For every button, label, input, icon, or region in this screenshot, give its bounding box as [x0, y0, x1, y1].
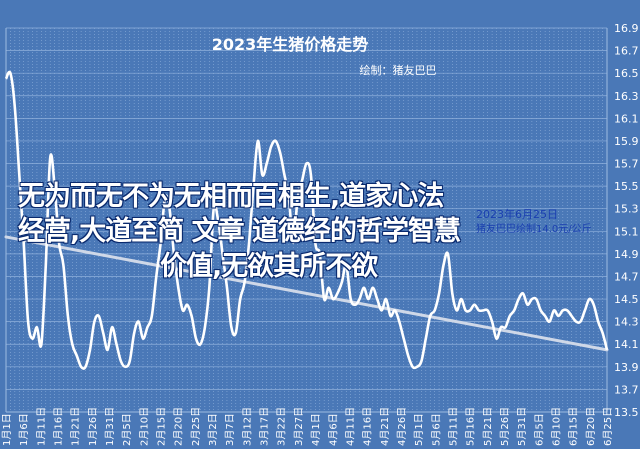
y-tick-label: 13.9	[614, 361, 639, 374]
x-tick-label: 1月11日	[35, 407, 47, 446]
x-tick-label: 5月31日	[516, 407, 528, 446]
y-tick-label: 16.5	[614, 67, 639, 80]
x-tick-label: 1月6日	[18, 413, 30, 446]
overlay-small-caption: 猪友巴巴绘制14.0元/公斤	[476, 224, 592, 235]
y-tick-label: 15.5	[614, 180, 639, 193]
y-tick-label: 13.7	[614, 383, 639, 396]
x-tick-label: 6月25日	[602, 407, 614, 446]
x-tick-label: 6月10日	[550, 407, 562, 446]
x-tick-label: 6月20日	[585, 407, 597, 446]
x-tick-label: 3月2日	[207, 413, 219, 446]
y-tick-label: 16.7	[614, 45, 639, 58]
y-tick-label: 15.3	[614, 203, 639, 216]
y-tick-label: 14.3	[614, 316, 639, 329]
y-tick-label: 14.5	[614, 293, 639, 306]
x-tick-label: 4月6日	[327, 413, 339, 446]
x-tick-label: 1月26日	[87, 407, 99, 446]
x-tick-label: 5月21日	[482, 407, 494, 446]
y-tick-label: 16.1	[614, 112, 639, 125]
x-tick-label: 2月10日	[138, 407, 150, 446]
x-tick-label: 3月12日	[241, 407, 253, 446]
x-tick-label: 2月25日	[190, 407, 202, 446]
overlay-text-line-2: 经营,大道至简 文章 道德经的哲学智慧	[18, 216, 461, 247]
overlay-text-line-3: 价值,无欲其所不欲	[160, 251, 378, 282]
y-tick-label: 16.9	[614, 22, 639, 35]
x-tick-label: 1月1日	[1, 413, 13, 446]
y-tick-label: 15.7	[614, 158, 639, 171]
x-tick-label: 1月31日	[104, 407, 116, 446]
x-tick-label: 5月11日	[447, 407, 459, 446]
y-tick-label: 14.7	[614, 270, 639, 283]
x-tick-label: 3月27日	[293, 407, 305, 446]
x-tick-label: 2月20日	[173, 407, 185, 446]
x-tick-label: 4月26日	[396, 407, 408, 446]
x-tick-label: 2月5日	[121, 413, 133, 446]
chart-title: 2023年生猪价格走势	[212, 35, 369, 54]
overlay-text-line-1: 无为而无不为无相而百相生,道家心法	[18, 181, 444, 212]
x-tick-label: 4月21日	[379, 407, 391, 446]
price-series-line	[4, 70, 609, 370]
x-tick-label: 5月16日	[465, 407, 477, 446]
x-tick-label: 4月11日	[344, 407, 356, 446]
x-tick-label: 4月16日	[362, 407, 374, 446]
x-tick-label: 6月5日	[533, 413, 545, 446]
x-tick-label: 2月15日	[156, 407, 168, 446]
y-tick-label: 14.1	[614, 338, 639, 351]
y-tick-label: 16.3	[614, 90, 639, 103]
x-tick-label: 5月6日	[430, 413, 442, 446]
overlay-date-caption: 2023年6月25日	[476, 208, 558, 221]
x-tick-label: 5月1日	[413, 413, 425, 446]
x-tick-label: 3月17日	[259, 407, 271, 446]
x-tick-label: 3月22日	[276, 407, 288, 446]
trend-line	[4, 235, 609, 352]
x-tick-label: 3月7日	[224, 413, 236, 446]
y-tick-label: 15.9	[614, 135, 639, 148]
x-tick-label: 5月26日	[499, 407, 511, 446]
y-tick-label: 14.9	[614, 248, 639, 261]
x-tick-label: 6月15日	[568, 407, 580, 446]
x-tick-label: 1月16日	[53, 407, 65, 446]
x-tick-label: 4月1日	[310, 413, 322, 446]
chart-subtitle: 绘制：猪友巴巴	[360, 63, 437, 77]
y-tick-label: 13.5	[614, 406, 639, 419]
y-tick-label: 15.1	[614, 225, 639, 238]
x-tick-label: 1月21日	[70, 407, 82, 446]
